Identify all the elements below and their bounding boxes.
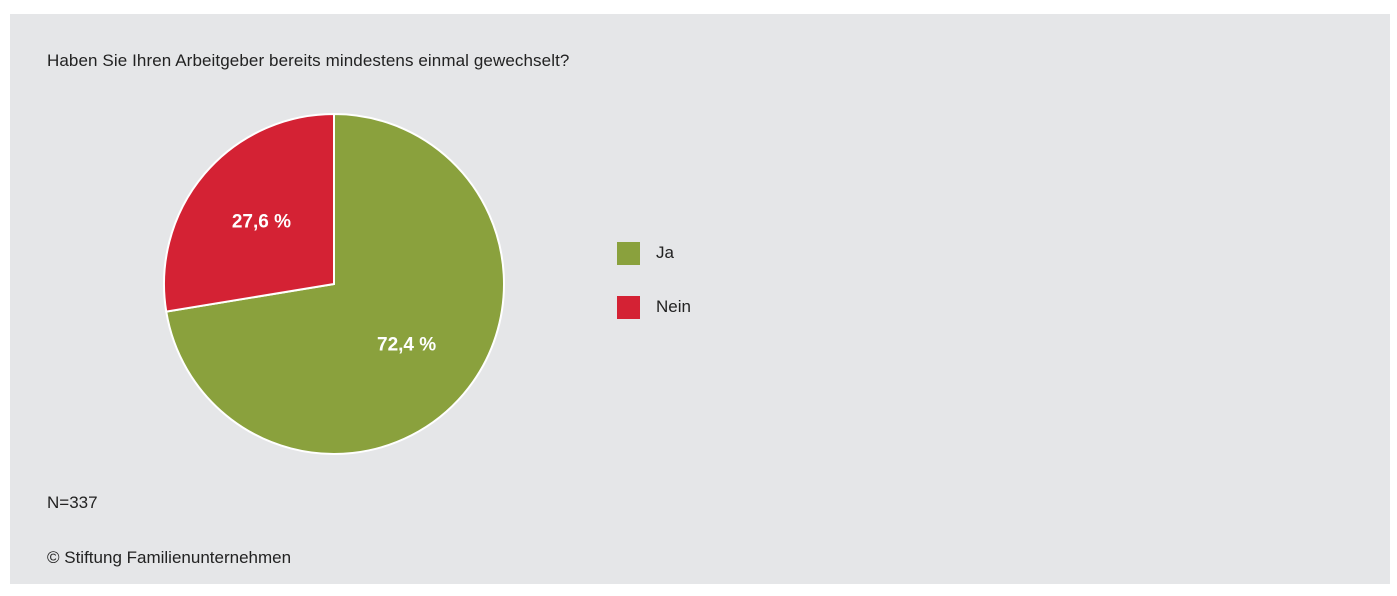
legend-swatch-nein	[617, 295, 640, 319]
copyright-credit: © Stiftung Familienunternehmen	[47, 548, 292, 567]
sample-size: N=337	[47, 493, 98, 512]
chart-title: Haben Sie Ihren Arbeitgeber bereits mind…	[47, 51, 570, 70]
pie-label-ja: 72,4 %	[377, 335, 436, 356]
chart-panel: Haben Sie Ihren Arbeitgeber bereits mind…	[10, 14, 1390, 584]
pie-labels: 72,4 % 27,6 %	[232, 211, 436, 355]
pie-label-nein: 27,6 %	[232, 211, 291, 232]
legend-item-ja: Ja	[617, 239, 691, 267]
pie-slice-nein	[163, 112, 335, 313]
legend-swatch-ja	[617, 241, 640, 265]
legend-label-nein: Nein	[656, 297, 691, 316]
pie-slice-ja	[165, 112, 505, 455]
legend-item-nein: Nein	[617, 293, 691, 321]
chart-legend: Ja Nein	[617, 239, 691, 347]
legend-label-ja: Ja	[656, 243, 674, 262]
pie-slices	[163, 112, 505, 455]
pie-chart: 72,4 % 27,6 %	[163, 112, 505, 455]
